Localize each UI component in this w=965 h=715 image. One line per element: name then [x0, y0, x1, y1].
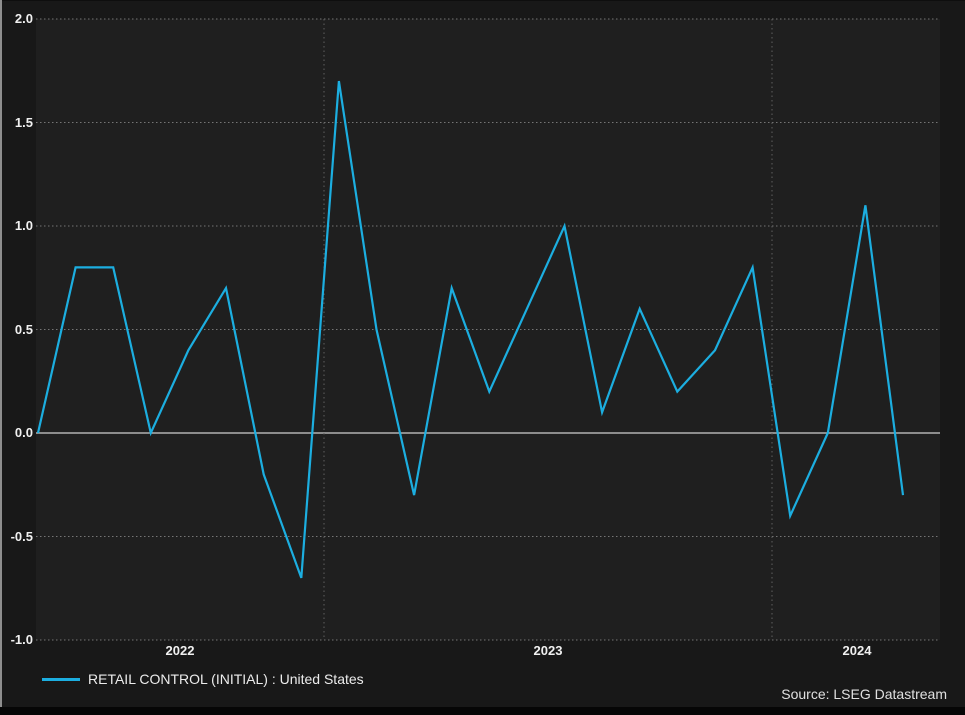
legend-label: RETAIL CONTROL (INITIAL) : United States [88, 671, 364, 687]
legend: RETAIL CONTROL (INITIAL) : United States [42, 669, 364, 689]
y-axis-tick-label: 0.5 [14, 321, 33, 337]
x-axis-tick-label: 2024 [842, 643, 872, 658]
y-axis-tick-label: 1.0 [14, 218, 33, 233]
plot-area [36, 19, 940, 640]
window-top-edge [0, 0, 965, 1]
y-axis-tick-label: -0.5 [10, 528, 33, 544]
x-axis-tick-label: 2022 [165, 643, 195, 658]
y-axis-tick-label: 0.0 [14, 425, 33, 440]
x-axis-tick-label: 2023 [533, 643, 563, 658]
source-label: Source: LSEG Datastream [781, 686, 947, 702]
y-axis-tick-label: -1.0 [10, 632, 33, 647]
window-left-edge [0, 0, 2, 715]
window-bottom-bar [0, 707, 965, 715]
y-axis-tick-label: 2.0 [14, 11, 33, 26]
y-axis-tick-label: 1.5 [14, 114, 33, 130]
legend-line-swatch-icon [42, 677, 80, 681]
